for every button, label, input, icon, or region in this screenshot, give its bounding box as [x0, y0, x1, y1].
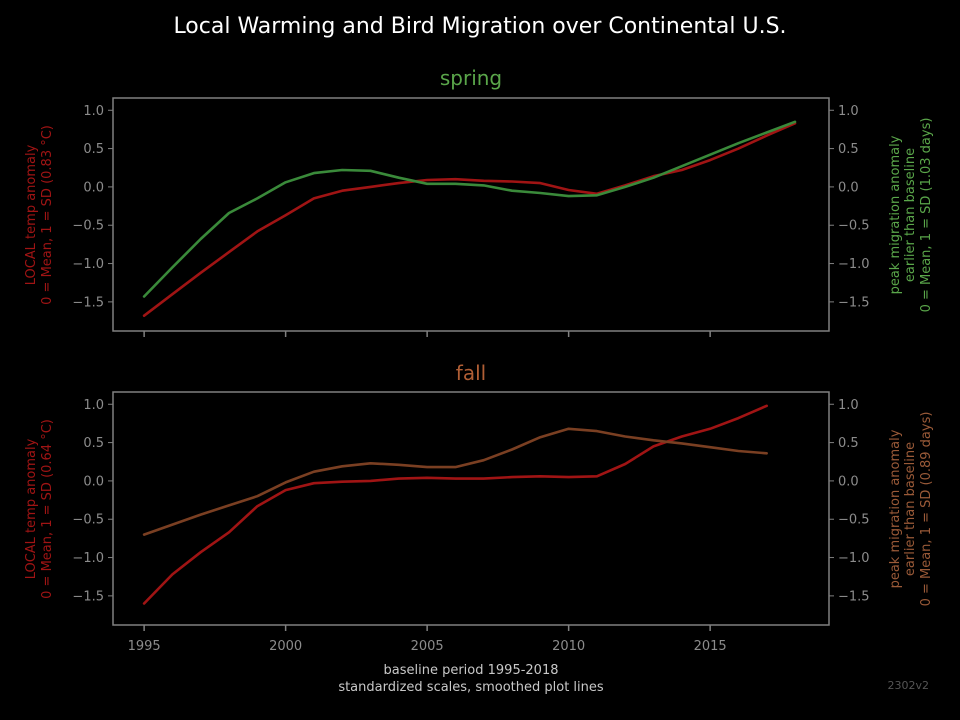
version-tag: 2302v2 — [887, 679, 929, 692]
fall-right-ylabel-line1: peak migration anomaly — [888, 429, 903, 588]
fall-xtick-label: 1995 — [128, 639, 161, 654]
spring-right-ylabel-line1: peak migration anomaly — [888, 135, 903, 294]
fall-right-ytick-label: −1.5 — [838, 589, 870, 604]
spring-right-ytick-label: −1.0 — [838, 257, 870, 272]
fall-right-ytick-label: −0.5 — [838, 513, 870, 528]
spring-left-ytick-label: −0.5 — [72, 219, 104, 234]
fall-plot-frame — [112, 391, 830, 626]
fall-left-ylabel-line1: LOCAL temp anomaly — [24, 438, 39, 579]
spring-right-ytick-label: 0.0 — [838, 180, 859, 195]
fall-right-ylabel-line2: earlier than baseline — [903, 442, 918, 576]
fall-left-ytick-label: −1.5 — [72, 589, 104, 604]
figure-title: Local Warming and Bird Migration over Co… — [173, 14, 786, 39]
spring-left-ylabel-line1: LOCAL temp anomaly — [24, 144, 39, 285]
spring-left-ytick-label: 0.0 — [83, 180, 104, 195]
spring-right-ytick-label: 0.5 — [838, 142, 859, 157]
fall-migration-line — [142, 427, 769, 536]
x-axis-label-line2: standardized scales, smoothed plot lines — [338, 680, 604, 695]
fall-panel: fall LOCAL temp anomaly 0 = Mean, 1 = SD… — [24, 361, 934, 654]
spring-left-ytick-label: 1.0 — [83, 104, 104, 119]
spring-migration-line — [142, 120, 797, 298]
fall-right-ytick-label: 1.0 — [838, 398, 859, 413]
spring-right-ylabel-line2: earlier than baseline — [903, 148, 918, 282]
spring-right-ylabel-line3: 0 = Mean, 1 = SD (1.03 days) — [919, 118, 934, 313]
spring-temp-line — [142, 122, 797, 318]
spring-plot-frame — [112, 97, 830, 332]
fall-right-ytick-label: 0.5 — [838, 436, 859, 451]
fall-left-ylabel-line2: 0 = Mean, 1 = SD (0.64 °C) — [40, 419, 55, 599]
fall-right-ytick-label: −1.0 — [838, 551, 870, 566]
spring-panel: spring LOCAL temp anomaly 0 = Mean, 1 = … — [24, 66, 934, 337]
spring-right-ytick-label: −1.5 — [838, 295, 870, 310]
fall-xtick-label: 2000 — [269, 639, 302, 654]
fall-panel-title: fall — [456, 361, 486, 385]
fall-xtick-label: 2015 — [694, 639, 727, 654]
fall-left-ytick-label: 0.5 — [83, 436, 104, 451]
fall-left-ytick-label: −1.0 — [72, 551, 104, 566]
spring-right-ytick-label: −0.5 — [838, 219, 870, 234]
spring-left-ytick-label: −1.5 — [72, 295, 104, 310]
spring-panel-title: spring — [440, 66, 502, 90]
spring-left-ylabel-line2: 0 = Mean, 1 = SD (0.83 °C) — [40, 125, 55, 305]
fall-right-ylabel-line3: 0 = Mean, 1 = SD (0.89 days) — [919, 412, 934, 607]
fall-left-ytick-label: 1.0 — [83, 398, 104, 413]
fall-xtick-label: 2010 — [552, 639, 585, 654]
fall-left-ytick-label: −0.5 — [72, 513, 104, 528]
x-axis-label-line1: baseline period 1995-2018 — [384, 663, 559, 678]
spring-left-ytick-label: −1.0 — [72, 257, 104, 272]
fall-left-ytick-label: 0.0 — [83, 474, 104, 489]
fall-right-ytick-label: 0.0 — [838, 474, 859, 489]
fall-temp-line — [142, 404, 769, 605]
spring-left-ytick-label: 0.5 — [83, 142, 104, 157]
spring-right-ytick-label: 1.0 — [838, 104, 859, 119]
fall-xtick-label: 2005 — [411, 639, 444, 654]
